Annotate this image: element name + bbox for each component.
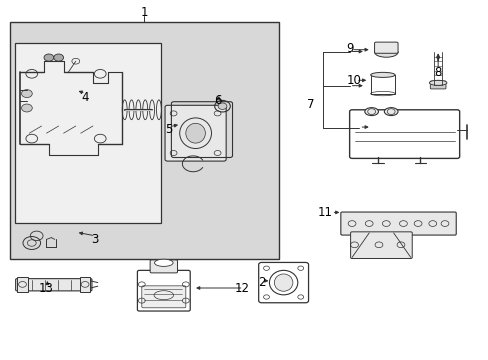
Circle shape bbox=[218, 103, 226, 109]
Bar bbox=[10, 22, 278, 259]
FancyBboxPatch shape bbox=[340, 212, 455, 235]
FancyBboxPatch shape bbox=[429, 81, 445, 89]
FancyBboxPatch shape bbox=[349, 110, 459, 158]
Text: 5: 5 bbox=[164, 123, 172, 136]
Text: 6: 6 bbox=[213, 94, 221, 107]
Ellipse shape bbox=[374, 47, 397, 57]
Text: 4: 4 bbox=[81, 91, 89, 104]
Text: 12: 12 bbox=[234, 282, 249, 294]
FancyBboxPatch shape bbox=[350, 232, 411, 258]
Ellipse shape bbox=[21, 104, 32, 112]
Bar bbox=[15, 43, 161, 223]
FancyBboxPatch shape bbox=[137, 270, 190, 311]
Text: 10: 10 bbox=[346, 75, 361, 87]
Circle shape bbox=[54, 54, 63, 61]
FancyBboxPatch shape bbox=[165, 105, 225, 161]
Text: 8: 8 bbox=[433, 66, 441, 78]
Text: 2: 2 bbox=[257, 276, 265, 289]
Text: 13: 13 bbox=[39, 282, 54, 294]
FancyBboxPatch shape bbox=[150, 260, 177, 273]
Ellipse shape bbox=[21, 90, 32, 98]
Text: 1: 1 bbox=[140, 6, 148, 19]
Ellipse shape bbox=[428, 80, 446, 85]
Text: 11: 11 bbox=[317, 206, 332, 219]
Ellipse shape bbox=[370, 72, 394, 77]
Ellipse shape bbox=[185, 123, 205, 143]
Ellipse shape bbox=[274, 274, 292, 291]
Text: 9: 9 bbox=[345, 42, 353, 55]
FancyBboxPatch shape bbox=[258, 262, 308, 303]
Ellipse shape bbox=[384, 108, 397, 116]
Ellipse shape bbox=[364, 108, 378, 116]
Bar bbox=[80, 277, 90, 292]
FancyBboxPatch shape bbox=[374, 42, 397, 53]
Circle shape bbox=[44, 54, 54, 61]
Ellipse shape bbox=[154, 259, 173, 266]
Bar bbox=[370, 75, 394, 94]
Text: 7: 7 bbox=[306, 98, 314, 111]
Bar bbox=[17, 277, 28, 292]
FancyBboxPatch shape bbox=[142, 286, 185, 308]
Text: 3: 3 bbox=[91, 233, 99, 246]
FancyBboxPatch shape bbox=[16, 279, 92, 291]
